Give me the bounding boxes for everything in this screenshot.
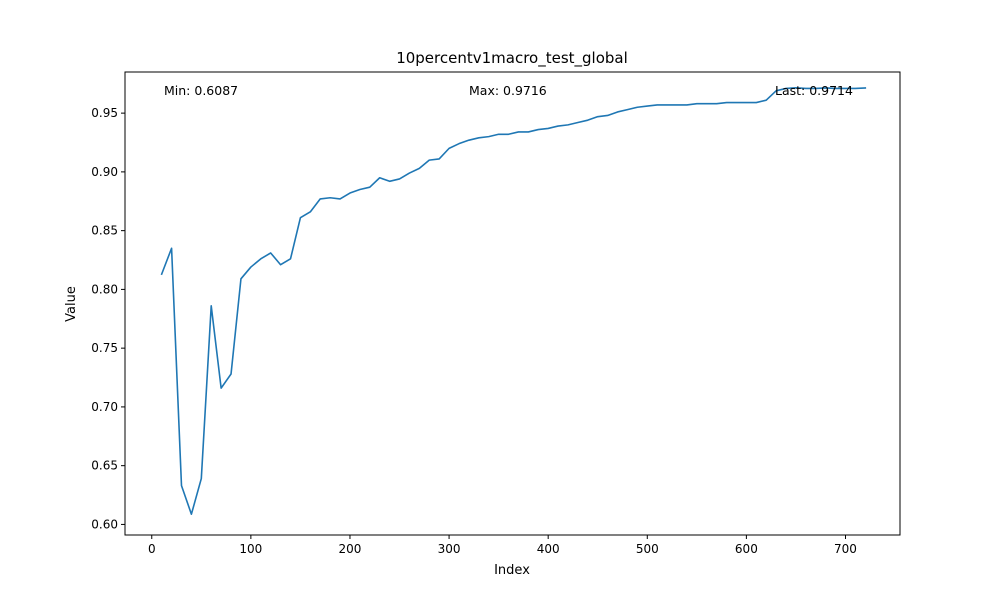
axes: 0 100 200 300 400 500 600 700 0.60 0.65 0.70 0.75 0.… xyxy=(91,71,901,556)
last-annotation: Last: 0.9714 xyxy=(775,83,853,98)
y-tick-label-1: 0.65 xyxy=(91,459,118,473)
y-tick-label-4: 0.80 xyxy=(91,282,118,296)
x-tick-label-1: 100 xyxy=(239,542,262,556)
y-tick-label-7: 0.95 xyxy=(91,106,118,120)
x-tick-label-7: 700 xyxy=(834,542,857,556)
x-tick-label-2: 200 xyxy=(339,542,362,556)
y-axis-label: Value xyxy=(64,286,79,322)
y-tick-label-3: 0.75 xyxy=(91,341,118,355)
axes-frame xyxy=(124,71,901,536)
min-annotation: Min: 0.6087 xyxy=(164,83,238,98)
y-tick-label-6: 0.90 xyxy=(91,165,118,179)
plot-area xyxy=(160,86,867,516)
x-tick-label-6: 600 xyxy=(735,542,758,556)
y-tick-label-2: 0.70 xyxy=(91,400,118,414)
chart-title: 10percentv1macro_test_global xyxy=(396,49,628,68)
x-tick-label-4: 400 xyxy=(537,542,560,556)
y-tick-label-5: 0.85 xyxy=(91,224,118,238)
series-line-0 xyxy=(160,86,867,516)
x-axis-label: Index xyxy=(494,563,530,578)
x-tick-label-5: 500 xyxy=(636,542,659,556)
x-tick-label-0: 0 xyxy=(148,542,156,556)
max-annotation: Max: 0.9716 xyxy=(469,83,547,98)
x-tick-label-3: 300 xyxy=(438,542,461,556)
y-tick-label-0: 0.60 xyxy=(91,517,118,531)
